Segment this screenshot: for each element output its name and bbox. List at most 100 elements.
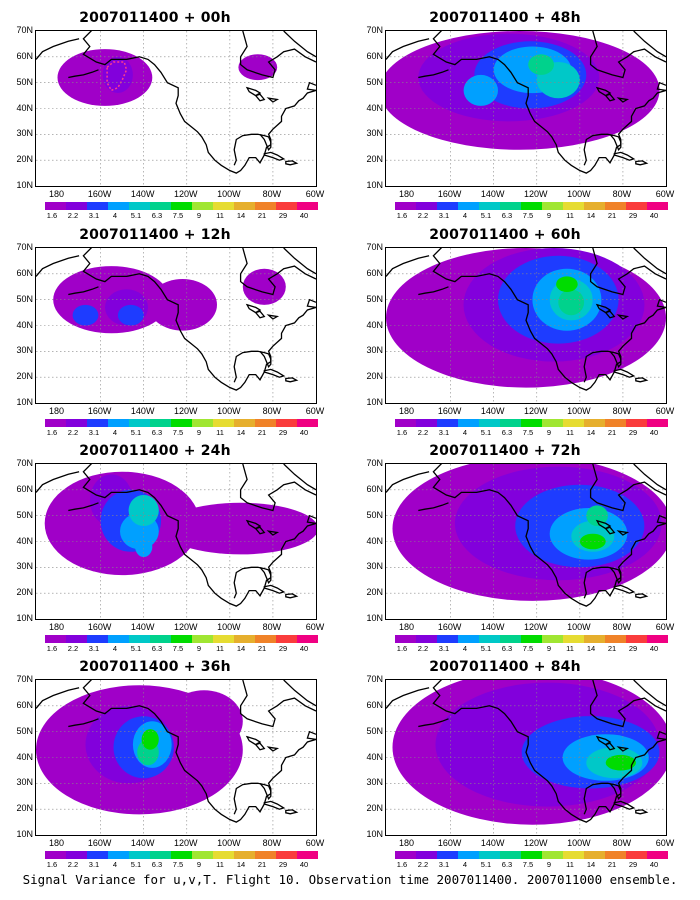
lat-tick-label: 50N (366, 725, 383, 736)
colorbar-swatch (45, 419, 66, 427)
colorbar-label: 6.3 (501, 428, 513, 437)
lon-tick-label: 120W (174, 189, 198, 199)
panel-title: 2007011400 + 36h (79, 659, 231, 675)
colorbar-label: 21 (607, 211, 617, 220)
lat-tick-label: 30N (366, 345, 383, 356)
colorbar-swatch (66, 851, 87, 859)
colorbar-swatch (66, 635, 87, 643)
colorbar-swatch (255, 851, 276, 859)
colorbar-swatch (395, 851, 416, 859)
coastline (254, 526, 266, 535)
coastline (604, 93, 616, 102)
colorbar-label: 29 (628, 860, 638, 869)
variance-contour (579, 533, 606, 550)
colorbar-label: 1.6 (46, 428, 58, 437)
variance-contour (238, 54, 278, 81)
lon-tick-label: 180 (399, 406, 415, 416)
colorbar-label: 5.1 (130, 860, 142, 869)
panel-title: 2007011400 + 48h (429, 10, 581, 26)
colorbar-label: 21 (257, 428, 267, 437)
variance-contour (163, 502, 316, 555)
lat-tick-label: 30N (366, 561, 383, 572)
map-panel: 2007011400 + 12h 70N 60N 50N 40N 30N 20N 10N 180… (5, 225, 324, 440)
colorbar-label: 11 (216, 428, 224, 437)
coastline (285, 160, 299, 166)
colorbar-label: 11 (566, 428, 574, 437)
map-area (35, 247, 317, 404)
variance-contour (586, 505, 608, 526)
colorbar (395, 419, 668, 427)
coastline (616, 746, 630, 752)
lat-tick-label: 30N (16, 561, 33, 572)
variance-contour (128, 495, 159, 526)
coastline (656, 81, 666, 92)
lat-tick-label: 60N (16, 50, 33, 61)
colorbar-label: 6.3 (151, 211, 163, 220)
colorbar (45, 202, 318, 210)
lon-tick-label: 160W (87, 406, 112, 416)
coastline (82, 248, 316, 391)
colorbar-swatch (605, 419, 626, 427)
colorbar-swatch (479, 419, 500, 427)
coastline (263, 368, 286, 378)
coastline (82, 680, 316, 823)
colorbar-swatch (584, 202, 605, 210)
lon-tick-label: 100W (567, 189, 591, 199)
panel-title: 2007011400 + 84h (429, 659, 581, 675)
colorbar-label: 40 (649, 211, 659, 220)
colorbar-swatch (192, 419, 213, 427)
coastline (285, 809, 299, 815)
colorbar-swatch (108, 851, 129, 859)
lat-tick-label: 20N (366, 371, 383, 382)
colorbar-label: 7.5 (172, 860, 184, 869)
colorbar-swatch (129, 851, 150, 859)
colorbar-swatch (458, 202, 479, 210)
map-panel: 2007011400 + 48h 70N 60N 50N 40N 30N 20N 10N 180… (355, 8, 674, 223)
coastline (263, 151, 286, 161)
lon-tick-label: 80W (612, 838, 632, 848)
colorbar-swatch (521, 419, 542, 427)
coastline (432, 680, 666, 823)
lat-tick-label: 70N (16, 25, 33, 35)
lon-tick-label: 80W (262, 189, 282, 199)
coastline (583, 566, 622, 599)
coastline (613, 584, 636, 594)
map-svg (36, 31, 316, 186)
coastline (285, 593, 299, 599)
coastline (283, 248, 316, 275)
variance-contour (135, 536, 153, 557)
lat-tick-label: 40N (16, 535, 33, 546)
colorbar-label: 2.2 (417, 428, 429, 437)
colorbar-label: 3.1 (88, 644, 100, 653)
colorbar-swatch (87, 202, 108, 210)
colorbar-swatch (416, 202, 437, 210)
colorbar-label: 6.3 (151, 428, 163, 437)
colorbar-label: 2.2 (67, 211, 79, 220)
coastline (583, 133, 622, 166)
lon-tick-label: 100W (567, 406, 591, 416)
map-panel: 2007011400 + 36h 70N 60N 50N 40N 30N 20N 10N 180… (5, 657, 324, 872)
lon-tick-label: 160W (87, 189, 112, 199)
colorbar-label: 7.5 (172, 211, 184, 220)
map-panel: 2007011400 + 00h 70N 60N 50N 40N 30N 20N 10N 180… (5, 8, 324, 223)
colorbar-label: 3.1 (88, 428, 100, 437)
colorbar-swatch (500, 419, 521, 427)
map-area (35, 30, 317, 187)
colorbar-swatch (276, 635, 297, 643)
lat-tick-label: 10N (16, 829, 33, 839)
colorbar-swatch (416, 635, 437, 643)
lat-tick-label: 20N (16, 371, 33, 382)
colorbar-label: 29 (628, 211, 638, 220)
lon-tick-label: 100W (567, 838, 591, 848)
colorbar-label: 14 (586, 211, 596, 220)
colorbar (395, 851, 668, 859)
figure-caption: Signal Variance for u,v,T. Flight 10. Ob… (22, 872, 678, 887)
colorbar (45, 635, 318, 643)
lon-tick-label: 100W (217, 189, 241, 199)
colorbar-swatch (584, 851, 605, 859)
colorbar-swatch (605, 635, 626, 643)
colorbar-swatch (395, 635, 416, 643)
colorbar-label: 11 (216, 211, 224, 220)
panel-title: 2007011400 + 12h (79, 227, 231, 243)
colorbar-label: 9 (546, 428, 552, 437)
